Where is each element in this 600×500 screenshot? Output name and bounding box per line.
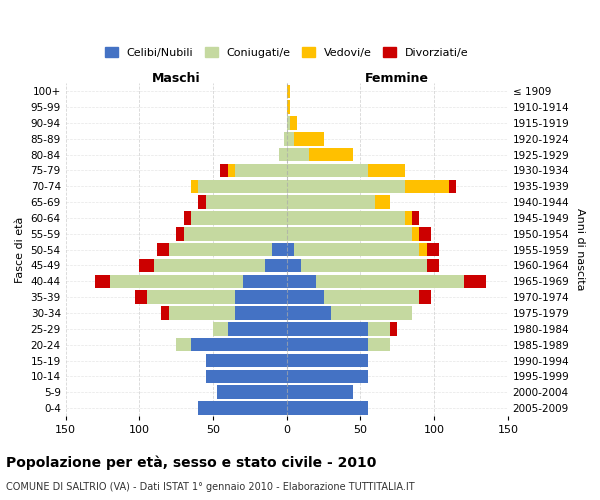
Bar — [135, 290, 147, 304]
Bar — [301, 259, 427, 272]
Bar — [290, 116, 297, 130]
Bar — [287, 338, 368, 351]
Bar — [427, 243, 439, 256]
Bar — [280, 148, 287, 162]
Y-axis label: Fasce di età: Fasce di età — [15, 216, 25, 283]
Text: Maschi: Maschi — [152, 72, 200, 85]
Bar — [199, 196, 206, 209]
Bar — [287, 84, 290, 98]
Bar — [323, 290, 419, 304]
Bar — [272, 243, 287, 256]
Bar — [287, 274, 316, 288]
Bar — [404, 180, 449, 193]
Bar — [176, 338, 191, 351]
Bar — [284, 132, 287, 145]
Bar — [139, 259, 154, 272]
Bar — [404, 211, 412, 224]
Bar — [235, 164, 287, 177]
Bar — [464, 274, 486, 288]
Bar — [287, 164, 368, 177]
Bar — [184, 227, 287, 240]
Bar — [235, 306, 287, 320]
Bar — [191, 180, 199, 193]
Bar — [287, 370, 368, 383]
Bar — [412, 211, 419, 224]
Bar — [287, 290, 323, 304]
Bar — [206, 196, 287, 209]
Bar — [228, 322, 287, 336]
Bar — [228, 164, 235, 177]
Bar — [368, 164, 404, 177]
Bar — [157, 243, 169, 256]
Bar — [220, 164, 228, 177]
Bar — [242, 274, 287, 288]
Bar — [287, 196, 375, 209]
Bar — [287, 132, 294, 145]
Bar — [169, 306, 235, 320]
Bar — [368, 338, 390, 351]
Bar — [206, 354, 287, 368]
Text: Femmine: Femmine — [365, 72, 429, 85]
Bar — [206, 370, 287, 383]
Bar — [147, 290, 235, 304]
Bar — [375, 196, 390, 209]
Bar — [316, 274, 464, 288]
Bar — [191, 211, 287, 224]
Bar — [419, 243, 427, 256]
Bar — [294, 132, 323, 145]
Bar — [235, 290, 287, 304]
Bar — [154, 259, 265, 272]
Bar — [110, 274, 242, 288]
Bar — [287, 386, 353, 399]
Bar — [419, 290, 431, 304]
Legend: Celibi/Nubili, Coniugati/e, Vedovi/e, Divorziati/e: Celibi/Nubili, Coniugati/e, Vedovi/e, Di… — [100, 42, 473, 62]
Bar — [287, 259, 301, 272]
Bar — [368, 322, 390, 336]
Bar — [287, 402, 368, 415]
Bar — [287, 306, 331, 320]
Bar — [287, 211, 404, 224]
Bar — [309, 148, 353, 162]
Bar — [449, 180, 456, 193]
Bar — [265, 259, 287, 272]
Text: COMUNE DI SALTRIO (VA) - Dati ISTAT 1° gennaio 2010 - Elaborazione TUTTITALIA.IT: COMUNE DI SALTRIO (VA) - Dati ISTAT 1° g… — [6, 482, 415, 492]
Bar — [287, 148, 309, 162]
Bar — [287, 180, 404, 193]
Bar — [191, 338, 287, 351]
Bar — [294, 243, 419, 256]
Bar — [176, 227, 184, 240]
Text: Popolazione per età, sesso e stato civile - 2010: Popolazione per età, sesso e stato civil… — [6, 456, 376, 470]
Bar — [287, 100, 290, 114]
Bar — [331, 306, 412, 320]
Bar — [412, 227, 419, 240]
Bar — [287, 322, 368, 336]
Bar — [169, 243, 272, 256]
Bar — [217, 386, 287, 399]
Bar — [419, 227, 431, 240]
Bar — [287, 116, 290, 130]
Bar — [199, 402, 287, 415]
Bar — [184, 211, 191, 224]
Bar — [213, 322, 228, 336]
Y-axis label: Anni di nascita: Anni di nascita — [575, 208, 585, 291]
Bar — [287, 354, 368, 368]
Bar — [199, 180, 287, 193]
Bar — [161, 306, 169, 320]
Bar — [287, 227, 412, 240]
Bar — [287, 243, 294, 256]
Bar — [427, 259, 439, 272]
Bar — [390, 322, 397, 336]
Bar — [95, 274, 110, 288]
